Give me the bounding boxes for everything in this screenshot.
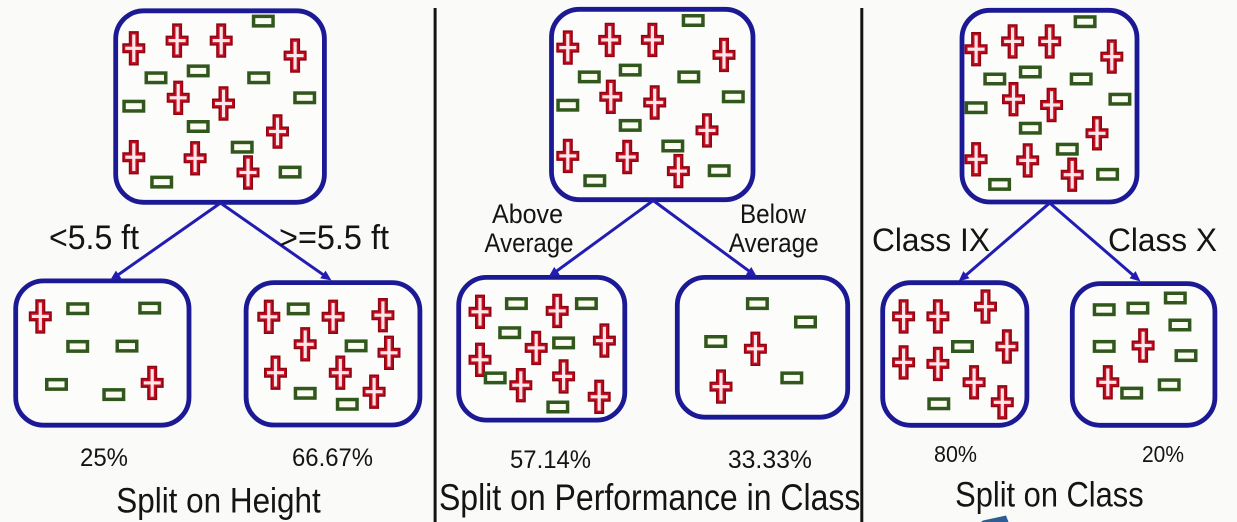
svg-text:80%: 80% bbox=[934, 441, 977, 467]
svg-text:Average: Average bbox=[729, 228, 819, 258]
svg-text:Split on Performance in Class: Split on Performance in Class bbox=[439, 477, 861, 518]
svg-text:20%: 20% bbox=[1142, 441, 1184, 467]
svg-text:Split on Height: Split on Height bbox=[116, 482, 321, 521]
svg-text:Above: Above bbox=[492, 199, 563, 229]
svg-text:Below: Below bbox=[740, 199, 806, 229]
svg-text:25%: 25% bbox=[80, 444, 128, 472]
svg-text:>=5.5 ft: >=5.5 ft bbox=[279, 219, 390, 257]
svg-text:Class IX: Class IX bbox=[872, 222, 990, 258]
svg-text:Average: Average bbox=[485, 228, 574, 258]
svg-text:Class X: Class X bbox=[1108, 222, 1217, 258]
svg-text:<5.5 ft: <5.5 ft bbox=[49, 219, 140, 257]
svg-text:57.14%: 57.14% bbox=[510, 446, 591, 474]
svg-text:66.67%: 66.67% bbox=[292, 444, 373, 472]
svg-text:33.33%: 33.33% bbox=[728, 446, 812, 474]
svg-text:Split on Class: Split on Class bbox=[955, 476, 1144, 515]
